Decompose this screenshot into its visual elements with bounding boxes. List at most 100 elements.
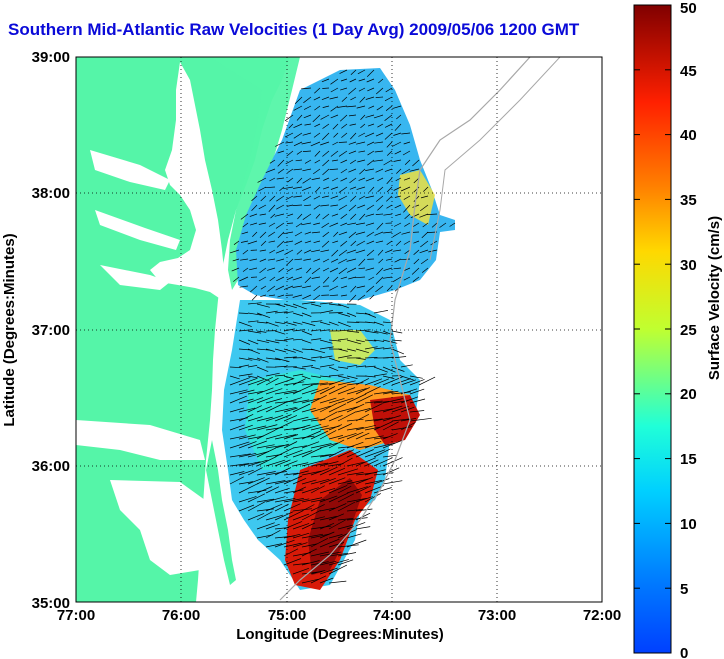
velocity-vector <box>373 448 391 458</box>
velocity-vector <box>333 231 339 237</box>
colorbar-tick-label: 45 <box>680 63 697 80</box>
velocity-vector <box>256 444 275 449</box>
velocity-vector <box>400 418 417 422</box>
velocity-vector <box>384 114 393 121</box>
velocity-vector <box>293 168 303 171</box>
velocity-vector <box>238 339 251 345</box>
velocity-vector <box>338 186 348 193</box>
velocity-vector <box>328 534 343 539</box>
velocity-vector <box>337 387 356 395</box>
velocity-vector <box>312 114 321 123</box>
velocity-vector <box>292 523 310 530</box>
velocity-vector <box>369 186 375 193</box>
velocity-vector <box>274 311 288 314</box>
velocity-vector <box>265 348 275 352</box>
velocity-vector <box>355 387 370 395</box>
velocity-vector <box>321 240 330 248</box>
velocity-vector <box>319 302 333 305</box>
velocity-vector <box>375 213 384 215</box>
velocity-vector <box>340 87 348 91</box>
velocity-vector <box>418 376 436 386</box>
velocity-vector <box>265 529 281 539</box>
velocity-vector <box>292 378 306 386</box>
velocity-vector <box>367 123 375 127</box>
velocity-vector <box>231 267 240 272</box>
velocity-vector <box>355 413 370 422</box>
velocity-vector <box>348 114 357 117</box>
velocity-vector <box>256 429 276 440</box>
velocity-vector <box>338 141 348 143</box>
velocity-vector <box>319 487 336 494</box>
velocity-vector <box>404 213 411 220</box>
velocity-vector <box>301 312 312 317</box>
velocity-vector <box>322 168 330 176</box>
velocity-vector <box>376 222 384 230</box>
velocity-vector <box>366 249 375 257</box>
velocity-vector <box>340 177 348 182</box>
velocity-vector <box>337 366 349 369</box>
velocity-vector <box>247 357 261 361</box>
velocity-vector <box>247 312 262 316</box>
velocity-vector <box>364 378 383 386</box>
velocity-vector <box>292 366 306 370</box>
velocity-vector <box>294 240 303 245</box>
velocity-vector <box>330 258 339 263</box>
velocity-vector <box>332 141 339 146</box>
velocity-vector <box>275 285 285 291</box>
velocity-vector <box>301 357 316 362</box>
velocity-vector <box>319 386 336 395</box>
x-tick-label: 77:00 <box>57 607 95 624</box>
velocity-vector <box>360 114 366 121</box>
velocity-vector <box>348 168 357 173</box>
velocity-vector <box>274 321 286 325</box>
velocity-vector <box>384 132 393 140</box>
velocity-vector <box>337 485 352 494</box>
velocity-vector <box>256 348 271 351</box>
velocity-vector <box>364 449 386 458</box>
velocity-vector <box>311 177 321 180</box>
velocity-vector <box>320 204 330 207</box>
velocity-vector <box>247 501 266 512</box>
velocity-vector <box>310 303 322 307</box>
velocity-vector <box>394 195 402 198</box>
velocity-vector <box>331 159 339 162</box>
velocity-vector <box>274 378 295 386</box>
velocity-vector <box>278 267 285 273</box>
velocity-vector <box>233 240 240 245</box>
albemarle-sound <box>76 420 205 460</box>
velocity-vector <box>319 397 337 404</box>
velocity-vector <box>258 276 267 282</box>
velocity-vector <box>274 498 296 503</box>
velocity-vector <box>356 141 366 145</box>
velocity-vector <box>310 394 327 404</box>
velocity-vector <box>328 503 347 512</box>
velocity-vector <box>283 303 297 309</box>
velocity-vector <box>276 195 285 202</box>
velocity-vector <box>338 267 348 275</box>
velocity-vector <box>368 105 375 109</box>
velocity-vector <box>391 339 402 342</box>
velocity-vector <box>314 159 321 164</box>
velocity-vector <box>396 168 402 174</box>
velocity-vector <box>265 357 281 361</box>
velocity-vector <box>358 195 366 200</box>
velocity-vector <box>274 330 286 335</box>
velocity-vector <box>256 498 274 503</box>
velocity-vector <box>428 249 438 253</box>
velocity-vector <box>256 447 277 458</box>
velocity-vector <box>256 456 277 467</box>
velocity-vector <box>256 376 273 386</box>
velocity-vector <box>256 312 271 319</box>
velocity-vector <box>294 96 303 105</box>
velocity-vector <box>355 249 366 254</box>
velocity-vector <box>382 454 397 458</box>
velocity-vector <box>322 195 330 198</box>
velocity-vector <box>386 177 393 185</box>
colorbar-tick-label: 50 <box>680 0 697 17</box>
velocity-vector <box>332 276 339 282</box>
y-tick-labels: 35:00 36:00 37:00 38:00 39:00 <box>32 49 70 612</box>
velocity-vector <box>392 231 402 238</box>
velocity-vector <box>319 516 337 521</box>
velocity-vector <box>356 186 366 190</box>
velocity-vector <box>375 276 384 284</box>
